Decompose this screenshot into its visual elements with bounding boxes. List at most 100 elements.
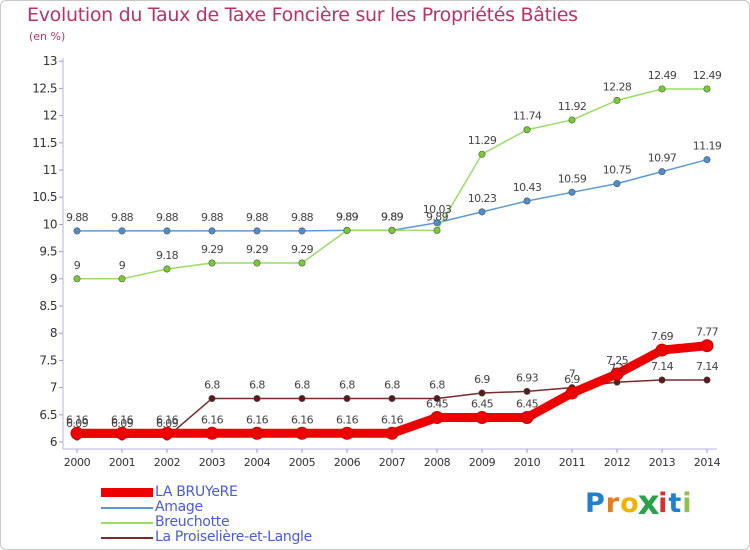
y-tick-label: 12 <box>43 109 57 123</box>
data-point-1 <box>208 227 216 235</box>
data-label-3: 7.1 <box>609 362 625 375</box>
data-label-2: 9.29 <box>291 243 314 256</box>
data-point-1 <box>118 227 126 235</box>
data-label-3: 6.8 <box>204 378 220 391</box>
data-label-2: 11.29 <box>468 134 497 147</box>
data-label-0: 6.16 <box>336 413 359 426</box>
axes: 6 6.5 7 7.5 8 8.5 9 9.5 10 10.5 11 11.5 12 12.5 13 2000… <box>32 54 721 469</box>
y-tick-label: 10 <box>43 217 57 231</box>
data-label-0: 6.16 <box>381 413 404 426</box>
legend-swatch <box>101 488 153 497</box>
data-point-2 <box>73 275 81 283</box>
x-tick-label: 2006 <box>334 456 361 469</box>
x-tick-label: 2009 <box>469 456 496 469</box>
data-label-1: 10.97 <box>648 152 677 165</box>
x-tick-label: 2014 <box>694 456 721 469</box>
data-label-2: 9.89 <box>426 210 449 223</box>
x-tick-label: 2008 <box>424 456 451 469</box>
data-point-1 <box>613 180 621 188</box>
data-label-3: 7.14 <box>651 360 674 373</box>
data-label-1: 9.89 <box>381 210 404 223</box>
data-point-0 <box>160 426 174 440</box>
data-label-1: 10.03 <box>423 203 452 216</box>
data-point-1 <box>298 227 306 235</box>
x-tick-label: 2007 <box>379 456 406 469</box>
x-tick-label: 2010 <box>514 456 541 469</box>
data-label-1: 9.88 <box>156 211 179 224</box>
data-point-2 <box>703 85 711 93</box>
data-label-2: 9.29 <box>201 243 224 256</box>
data-point-1 <box>253 227 261 235</box>
legend-label: Amage <box>155 499 203 515</box>
data-label-0: 6.16 <box>291 413 314 426</box>
data-label-2: 9 <box>119 259 126 272</box>
data-label-0: 6.45 <box>516 398 539 411</box>
data-point-0 <box>700 339 714 353</box>
data-point-0 <box>70 426 84 440</box>
data-point-0 <box>520 411 534 425</box>
data-point-0 <box>385 426 399 440</box>
y-tick-label: 9.5 <box>39 245 57 259</box>
data-label-3: 6.09 <box>156 417 179 430</box>
data-label-2: 12.49 <box>693 69 722 82</box>
data-label-1: 9.88 <box>66 211 89 224</box>
legend-label: La Proiselière-et-Langle <box>155 529 312 545</box>
data-label-2: 11.74 <box>513 110 542 123</box>
data-label-3: 6.09 <box>66 417 89 430</box>
series-points <box>70 85 714 441</box>
data-label-1: 9.88 <box>246 211 269 224</box>
data-point-0 <box>205 426 219 440</box>
data-point-0 <box>250 426 264 440</box>
x-tick-label: 2013 <box>649 456 676 469</box>
data-point-3 <box>208 394 216 402</box>
data-point-2 <box>253 259 261 267</box>
logo-letter: x <box>637 484 661 523</box>
data-label-1: 9.89 <box>336 210 359 223</box>
data-point-2 <box>118 275 126 283</box>
logo-letter: i <box>658 488 669 519</box>
y-tick-label: 11 <box>43 163 57 177</box>
y-tick-label: 11.5 <box>32 136 57 150</box>
y-tick-label: 8 <box>50 326 57 340</box>
logo-letter: t <box>668 488 683 519</box>
data-label-3: 6.8 <box>294 378 310 391</box>
data-point-2 <box>298 259 306 267</box>
legend-label: Breuchotte <box>155 514 230 530</box>
logo-letter: r <box>605 488 621 519</box>
x-tick-label: 2000 <box>64 456 91 469</box>
data-label-2: 9.89 <box>336 210 359 223</box>
data-point-0 <box>295 426 309 440</box>
data-label-0: 6.16 <box>246 413 269 426</box>
legend-label: LA BRUYeRE <box>155 484 238 500</box>
x-tick-label: 2002 <box>154 456 180 469</box>
data-label-2: 9.89 <box>381 210 404 223</box>
data-label-0: 6.45 <box>471 398 494 411</box>
data-label-2: 9.18 <box>156 249 179 262</box>
data-label-0: 6.16 <box>66 413 89 426</box>
data-label-0: 6.16 <box>111 413 134 426</box>
data-point-0 <box>340 426 354 440</box>
data-label-1: 10.59 <box>558 172 587 185</box>
data-point-0 <box>655 343 669 357</box>
data-point-1 <box>523 197 531 205</box>
data-point-0 <box>115 426 129 440</box>
data-point-3 <box>388 394 396 402</box>
x-tick-label: 2005 <box>289 456 316 469</box>
data-label-3: 7.14 <box>696 360 719 373</box>
data-point-1 <box>568 188 576 196</box>
y-tick-label: 7.5 <box>39 353 57 367</box>
data-point-2 <box>523 126 531 134</box>
y-tick-label: 9 <box>50 272 57 286</box>
logo-letter: o <box>620 488 640 519</box>
data-point-2 <box>433 226 441 234</box>
data-point-2 <box>163 265 171 273</box>
data-label-1: 10.75 <box>603 164 632 177</box>
data-label-0: 6.45 <box>426 398 449 411</box>
data-point-3 <box>658 376 666 384</box>
x-tick-label: 2004 <box>244 456 271 469</box>
data-point-3 <box>253 394 261 402</box>
x-tick-label: 2003 <box>199 456 226 469</box>
x-tick-label: 2011 <box>559 456 585 469</box>
data-point-2 <box>388 226 396 234</box>
